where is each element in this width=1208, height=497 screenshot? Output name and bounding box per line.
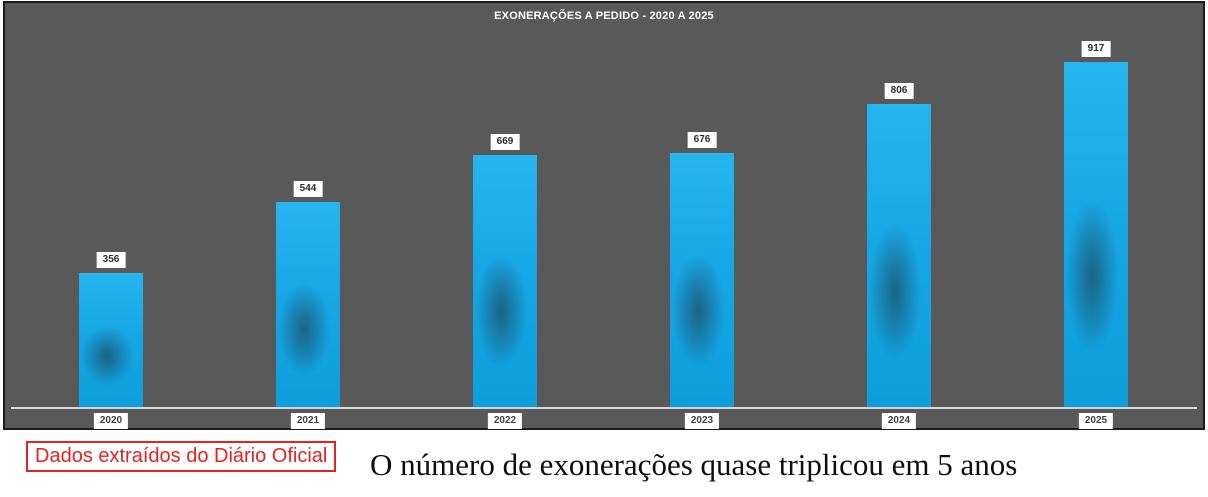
bar-2021 [276, 202, 340, 407]
headline: O número de exonerações quase triplicou … [370, 447, 1018, 482]
chart-title: EXONERAÇÕES A PEDIDO - 2020 A 2025 [494, 10, 714, 22]
x-tick-label-2024: 2024 [881, 413, 917, 429]
bar-value-label: 676 [687, 132, 717, 148]
bar-2023 [670, 153, 734, 407]
x-tick-label-2023: 2023 [684, 413, 720, 429]
plot-area: 356 2020 544 2021 669 2022 676 2023 806 2024 917 20… [5, 3, 1203, 429]
bar-2020 [79, 273, 143, 407]
x-tick-label-2025: 2025 [1078, 413, 1114, 429]
bar-value-label: 917 [1081, 41, 1111, 57]
bar-value-label: 669 [490, 134, 520, 150]
bar-2024 [867, 104, 931, 407]
source-note: Dados extraídos do Diário Oficial [26, 441, 337, 472]
bar-value-label: 544 [293, 181, 323, 197]
bar-value-label: 806 [884, 83, 914, 99]
chart-panel: EXONERAÇÕES A PEDIDO - 2020 A 2025 356 20… [3, 1, 1205, 430]
x-tick-label-2020: 2020 [93, 413, 129, 429]
bar-2022 [473, 155, 537, 407]
x-tick-label-2022: 2022 [487, 413, 523, 429]
x-tick-label-2021: 2021 [290, 413, 326, 429]
bar-value-label: 356 [96, 252, 126, 268]
bar-2025 [1064, 62, 1128, 407]
x-axis-line [11, 407, 1197, 409]
